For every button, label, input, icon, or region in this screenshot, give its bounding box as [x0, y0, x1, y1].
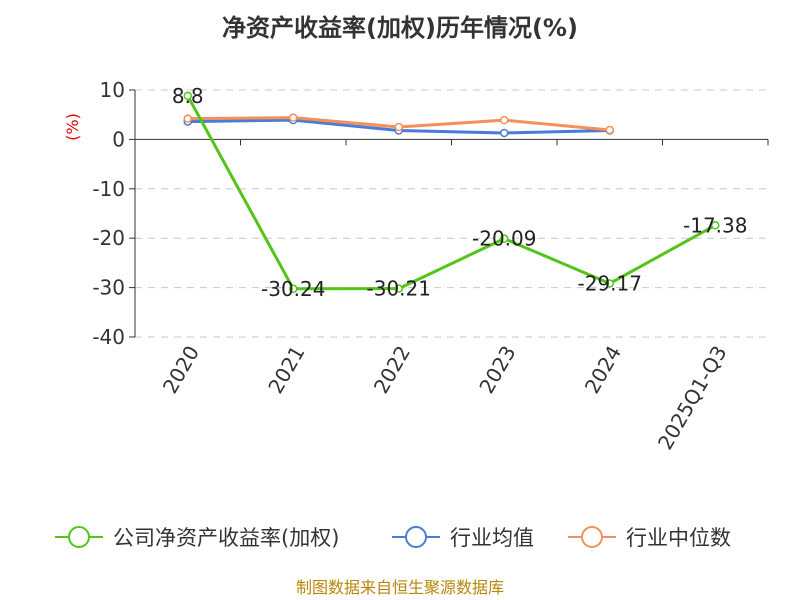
legend-swatch-marker — [581, 526, 603, 548]
legend-label: 公司净资产收益率(加权) — [113, 526, 339, 550]
y-tick-label: -40 — [92, 325, 125, 349]
data-point — [183, 114, 192, 123]
grid-lines — [135, 89, 768, 338]
x-tick-label: 2022 — [369, 342, 415, 398]
data-label: -30.24 — [261, 277, 325, 301]
source-note: 制图数据来自恒生聚源数据库 — [296, 578, 504, 597]
legend: 公司净资产收益率(加权) 行业均值 行业中位数 — [55, 526, 731, 550]
data-point — [500, 115, 509, 125]
x-tick-label: 2023 — [474, 342, 520, 398]
y-tick-label: -20 — [92, 226, 125, 250]
data-point — [711, 221, 720, 230]
data-label: -20.09 — [472, 227, 536, 251]
series-group: 8.8 -30.24 -30.21 -20.09 -29.17 -17.38 — [172, 84, 748, 301]
data-point — [289, 113, 298, 122]
data-point — [394, 284, 403, 293]
data-point — [605, 125, 614, 135]
x-tick-label: 2020 — [158, 342, 204, 398]
x-tick-label: 2025Q1-Q3 — [653, 342, 732, 454]
data-point — [289, 284, 298, 294]
y-tick-label: -30 — [92, 276, 125, 300]
y-tick-label: 10 — [100, 78, 125, 102]
data-point — [394, 122, 403, 132]
data-point — [605, 279, 614, 288]
x-tick-label: 2024 — [580, 342, 626, 398]
series-line — [186, 95, 716, 291]
data-point — [500, 128, 509, 138]
chart-title: 净资产收益率(加权)历年情况(%) — [222, 14, 578, 42]
legend-label: 行业中位数 — [626, 526, 731, 550]
data-label: -29.17 — [578, 271, 642, 295]
y-tick-label: 0 — [112, 127, 125, 151]
data-point — [500, 234, 509, 243]
legend-swatch-marker — [68, 526, 90, 548]
data-label: 8.8 — [172, 84, 204, 108]
legend-swatch-marker — [405, 526, 427, 548]
data-point — [183, 91, 192, 101]
data-label: -30.21 — [367, 277, 431, 301]
x-tick-label: 2021 — [263, 342, 309, 398]
data-label: -17.38 — [683, 213, 747, 237]
legend-label: 行业均值 — [450, 526, 534, 550]
y-axis-unit: (%) — [63, 113, 82, 141]
y-tick-label: -10 — [92, 177, 125, 201]
axes: 10 0 -10 -20 -30 -40 2020 2021 2022 2023 2024 2025Q… — [92, 78, 769, 454]
